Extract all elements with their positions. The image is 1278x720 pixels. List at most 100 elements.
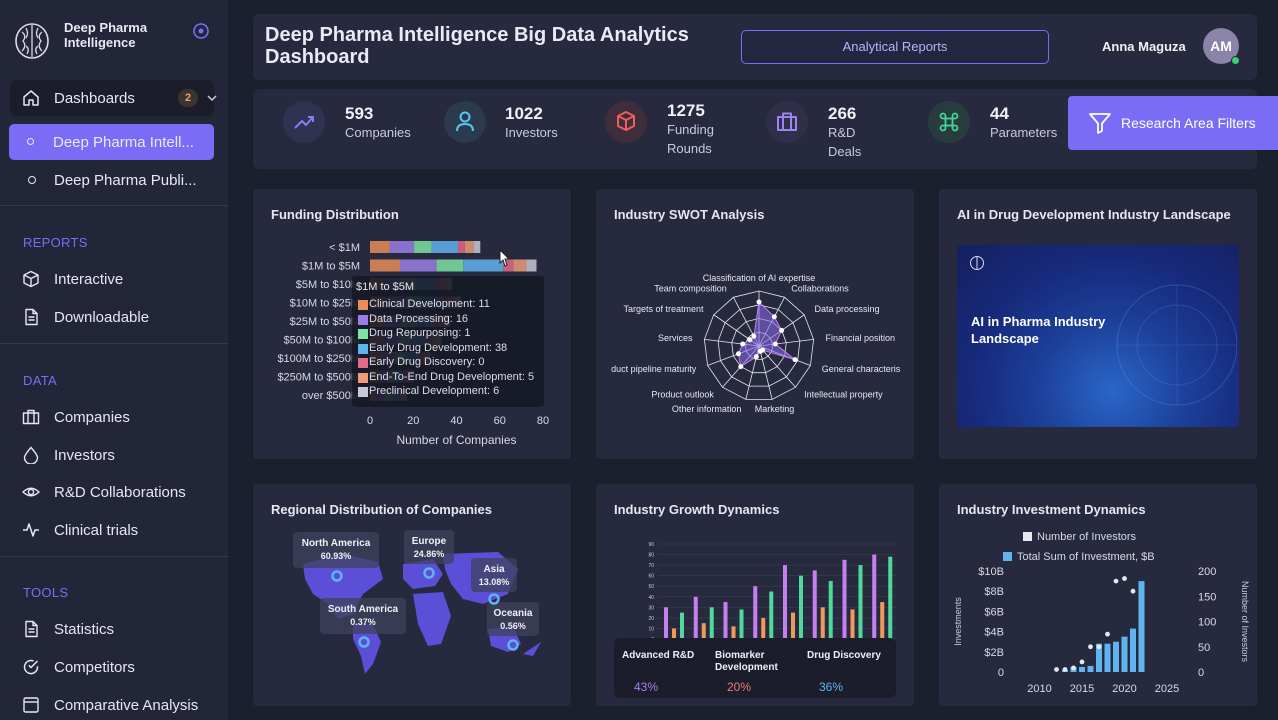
stat-icon-bg [605, 101, 647, 143]
stat-label: R&D Deals [828, 125, 862, 159]
investment-chart[interactable]: 0 $2B $4B $6B $8B $10B 0 50 100 150 200 2010 2015 202… [939, 484, 1257, 706]
nav-dashboards-label: Dashboards [54, 90, 135, 107]
investment-bar [1138, 581, 1145, 672]
card-regional-distribution: Regional Distribution of Companies North… [253, 484, 571, 706]
y-tick-label: $25M to $50M [290, 316, 360, 328]
cube-icon [23, 270, 39, 288]
radar-axis-label: Product outlook [651, 390, 714, 400]
growth-bar [828, 580, 833, 639]
nav-dashboards[interactable]: Dashboards 2 [10, 80, 217, 116]
tooltip-text: Preclinical Development: 6 [369, 385, 500, 397]
radar-axis-label: Services [658, 333, 693, 343]
brand[interactable]: Deep Pharma Intelligence [14, 18, 214, 68]
investment-bar [1087, 665, 1094, 672]
x-tick-label: 20 [407, 415, 419, 427]
y-tick-label: 30 [648, 605, 654, 611]
nav-item-interactive[interactable]: Interactive [0, 261, 228, 297]
bar-segment [431, 241, 459, 253]
radar-point [738, 364, 744, 370]
nav-sub-item-publications[interactable]: Deep Pharma Publi... [0, 162, 228, 198]
radar-point [751, 333, 757, 339]
tooltip-text: Clinical Development: 11 [369, 298, 490, 310]
swot-radar-chart[interactable]: Classification of AI expertiseCollaborat… [596, 189, 914, 459]
growth-bar [799, 575, 803, 639]
nav-item-rd-collaborations[interactable]: R&D Collaborations [0, 474, 228, 510]
region-pct: 60.93% [320, 551, 352, 561]
region-pct: 24.86% [413, 549, 445, 559]
nav-item-clinical-trials[interactable]: Clinical trials [0, 512, 228, 548]
y-tick-label: 90 [648, 542, 654, 548]
header: Deep Pharma Intelligence Big Data Analyt… [253, 14, 1257, 80]
card-swot-analysis: Industry SWOT Analysis Classification of… [596, 189, 914, 459]
region-pct: 13.08% [478, 577, 510, 587]
y2-tick-label: 200 [1198, 566, 1216, 578]
radar-axis-label: duct pipeline maturity [611, 364, 697, 374]
growth-bar [731, 626, 736, 639]
y-tick-label: $250M to $500M [277, 372, 360, 384]
region-pct: 0.37% [350, 617, 376, 627]
card-title: Industry SWOT Analysis [614, 207, 765, 222]
legend-investment[interactable]: Total Sum of Investment, $B [1003, 551, 1155, 563]
y-axis-label: Investments [953, 597, 963, 646]
section-heading-data: DATA [23, 373, 57, 388]
nav-item-competitors[interactable]: Competitors [0, 649, 228, 685]
investor-point [1071, 665, 1076, 671]
radar-point [772, 341, 778, 347]
investor-point [1054, 667, 1059, 672]
nav-item-investors[interactable]: Investors [0, 437, 228, 473]
analytical-reports-button[interactable]: Analytical Reports [741, 30, 1049, 64]
nav-sub-item-intelligence[interactable]: Deep Pharma Intell... [9, 124, 214, 160]
y-tick-label: $100M to $250M [277, 353, 360, 365]
y-tick-label: $10M to $25M [290, 298, 360, 310]
tooltip-text: Early Drug Discovery: 0 [369, 356, 485, 368]
funding-tooltip: $1M to $5M Clinical Development: 11 Data … [352, 276, 544, 407]
person-icon [456, 111, 474, 132]
brand-name: Deep Pharma Intelligence [64, 20, 148, 50]
divider [0, 205, 228, 206]
divider [0, 343, 228, 344]
investor-point [1079, 659, 1085, 665]
region-europe[interactable]: Europe 24.86% [404, 530, 454, 564]
chevron-down-icon[interactable] [206, 92, 218, 104]
growth-bar [812, 570, 817, 639]
card-investment-dynamics: Industry Investment Dynamics Number of I… [939, 484, 1257, 706]
legend-pct: 43% [634, 680, 659, 694]
nav-item-downloadable[interactable]: Downloadable [0, 299, 228, 335]
region-south-america[interactable]: South America 0.37% [320, 598, 406, 634]
eye-icon [22, 487, 40, 497]
briefcase-icon [22, 409, 40, 425]
radar-axis-label: Team composition [654, 283, 727, 293]
nav-item-label: R&D Collaborations [54, 484, 186, 501]
cube-icon [617, 111, 635, 131]
stat-value: 44 [990, 104, 1009, 123]
region-asia[interactable]: Asia 13.08% [471, 558, 517, 592]
filter-icon [1089, 113, 1111, 134]
target-icon[interactable] [192, 22, 210, 40]
stat-value: 1022 [505, 104, 543, 123]
ai-landscape-preview[interactable]: AI in Pharma Industry Landscape [957, 245, 1239, 427]
radar-point [753, 354, 759, 360]
nav-item-companies[interactable]: Companies [0, 399, 228, 435]
sidebar: Deep Pharma Intelligence Dashboards 2 De… [0, 0, 228, 720]
layout-icon [23, 697, 39, 713]
research-area-filters-button[interactable]: Research Area Filters [1068, 96, 1278, 150]
y-tick-label: $8B [984, 586, 1004, 598]
main-content: Deep Pharma Intelligence Big Data Analyt… [228, 0, 1278, 720]
growth-bar [791, 612, 795, 639]
y2-tick-label: 50 [1198, 642, 1210, 654]
online-status-dot [1231, 56, 1240, 65]
radar-axis-label: Data processing [814, 304, 879, 314]
nav-item-comparative-analysis[interactable]: Comparative Analysis [0, 687, 228, 720]
region-oceania[interactable]: Oceania 0.56% [487, 602, 539, 636]
card-title: Industry Investment Dynamics [957, 502, 1146, 517]
user-name[interactable]: Anna Maguza [1102, 39, 1186, 54]
nav-item-statistics[interactable]: Statistics [0, 611, 228, 647]
legend-investors[interactable]: Number of Investors [1023, 531, 1136, 543]
card-title: Industry Growth Dynamics [614, 502, 780, 517]
region-north-america[interactable]: North America 60.93% [293, 532, 379, 568]
tooltip-title: $1M to $5M [356, 281, 415, 293]
investor-point [1105, 631, 1110, 637]
region-name: Europe [411, 536, 447, 547]
ai-panel-text: AI in Pharma Industry Landscape [971, 314, 1106, 346]
y-tick-label: 0 [998, 667, 1004, 679]
